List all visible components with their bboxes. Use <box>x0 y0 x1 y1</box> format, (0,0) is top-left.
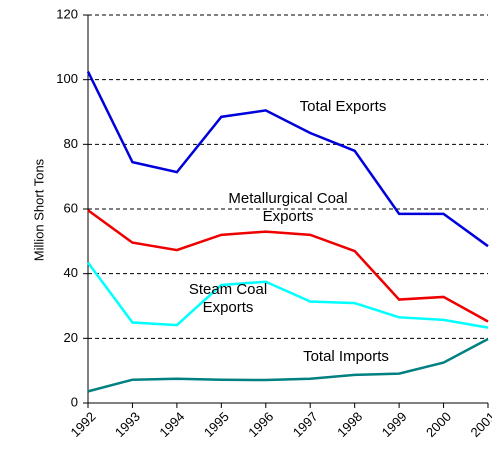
x-tick-label: 1996 <box>245 409 276 440</box>
y-tick-label: 20 <box>64 330 78 345</box>
series-label: Total Imports <box>303 348 389 365</box>
x-tick-label: 2001 <box>467 409 492 440</box>
x-tick-label: 1993 <box>112 409 143 440</box>
x-tick-label: 1997 <box>290 409 321 440</box>
x-tick-label: 2000 <box>423 409 454 440</box>
y-tick-label: 100 <box>56 71 78 86</box>
series-label: Total Exports <box>299 98 387 115</box>
x-tick-label: 1999 <box>379 409 410 440</box>
series-label: Steam Coal Exports <box>188 281 268 316</box>
y-tick-label: 80 <box>64 136 78 151</box>
x-tick-label: 1992 <box>67 409 98 440</box>
y-tick-label: 40 <box>64 265 78 280</box>
y-tick-label: 0 <box>71 394 78 409</box>
y-tick-label: 60 <box>64 200 78 215</box>
y-tick-label: 120 <box>56 6 78 21</box>
y-axis-label: Million Short Tons <box>31 158 46 261</box>
series-line <box>86 261 489 329</box>
x-tick-label: 1994 <box>156 409 187 440</box>
x-tick-label: 1995 <box>201 409 232 440</box>
series-label: Metallurgical Coal Exports <box>228 190 348 225</box>
series-line <box>86 71 489 248</box>
x-tick-label: 1998 <box>334 409 365 440</box>
series-line <box>87 337 489 393</box>
series-line <box>87 209 489 323</box>
